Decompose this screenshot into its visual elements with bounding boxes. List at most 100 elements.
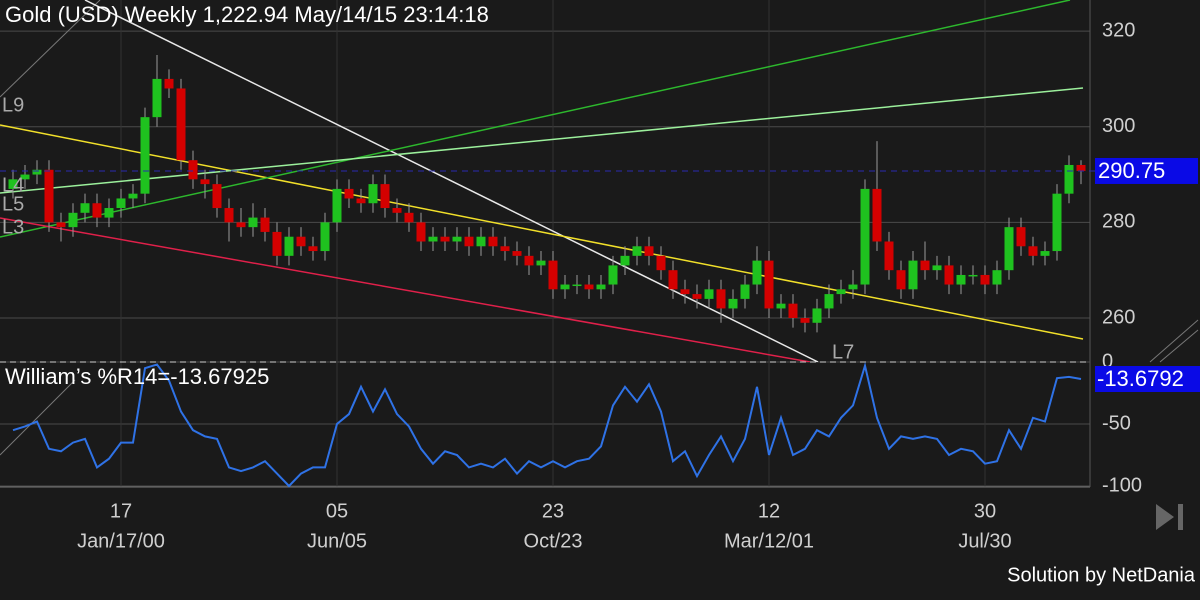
candle-body <box>908 260 918 290</box>
candle-body <box>320 222 330 252</box>
candle-body <box>548 260 558 290</box>
candle-body <box>536 260 546 266</box>
candle-body <box>560 284 570 290</box>
candle-body <box>152 78 162 118</box>
line-label: L5 <box>2 193 24 215</box>
candle-body <box>596 284 606 290</box>
candle-body <box>668 270 678 290</box>
candle-body <box>980 274 990 285</box>
candle-body <box>488 236 498 247</box>
candle-body <box>500 246 510 252</box>
candle-body <box>236 222 246 228</box>
x-tick-label: 17 <box>110 500 132 522</box>
candle-body <box>428 236 438 242</box>
x-tick-sublabel: Mar/12/01 <box>724 530 814 552</box>
candle-body <box>140 117 150 194</box>
indicator-tag <box>1095 366 1200 392</box>
candle-body <box>872 188 882 242</box>
candle-body <box>800 318 810 323</box>
trend-line <box>1149 319 1199 363</box>
trend-line <box>0 0 101 98</box>
candle-body <box>776 303 786 309</box>
trend-line <box>1159 329 1199 363</box>
chart-title: Gold (USD) Weekly 1,222.94 May/14/15 23:… <box>5 2 489 27</box>
y-tick-label: -100 <box>1102 474 1142 496</box>
candle-body <box>572 284 582 287</box>
candle-body <box>1040 251 1050 256</box>
play-button[interactable] <box>1156 504 1183 530</box>
candle-body <box>728 298 738 309</box>
trend-line <box>0 379 76 456</box>
candle-body <box>116 198 126 209</box>
candle-body <box>368 184 378 204</box>
candle-body <box>656 255 666 271</box>
footer: Solution by NetDania <box>1007 564 1196 586</box>
last-price-label: 290.75 <box>1098 158 1165 183</box>
x-tick-label: 23 <box>542 500 564 522</box>
candle-body <box>920 260 930 271</box>
candle-body <box>260 217 270 232</box>
candle-body <box>44 169 54 223</box>
candle-body <box>164 78 174 89</box>
x-tick-label: 12 <box>758 500 780 522</box>
candle-body <box>476 236 486 247</box>
candle-body <box>92 203 102 218</box>
candle-body <box>944 265 954 285</box>
candle-body <box>128 193 138 199</box>
candle-body <box>8 179 18 189</box>
candle-body <box>812 308 822 323</box>
trend-line <box>84 0 819 362</box>
candle-body <box>176 88 186 161</box>
candle-body <box>956 274 966 285</box>
x-tick-sublabel: Oct/23 <box>524 530 583 552</box>
candle-body <box>248 217 258 228</box>
indicator-title: William’s %R14=-13.67925 <box>5 364 269 389</box>
candle-body <box>188 160 198 180</box>
price-panel <box>0 0 1086 362</box>
candle-body <box>284 236 294 256</box>
candle-body <box>32 169 42 175</box>
line-label: L3 <box>2 216 24 238</box>
candle-body <box>512 251 522 256</box>
candle-body <box>440 236 450 242</box>
candle-body <box>464 236 474 247</box>
candle-body <box>404 212 414 223</box>
candle-body <box>296 236 306 247</box>
candle-body <box>704 289 714 299</box>
candle-body <box>1028 246 1038 256</box>
candle-body <box>524 255 534 266</box>
candle-body <box>608 265 618 285</box>
y-tick-label: -50 <box>1102 412 1131 434</box>
x-tick-sublabel: Jan/17/00 <box>77 530 165 552</box>
x-tick-sublabel: Jul/30 <box>958 530 1011 552</box>
trend-line <box>0 0 1071 238</box>
candle-body <box>416 222 426 242</box>
candle-body <box>356 198 366 204</box>
y-tick-label: 320 <box>1102 19 1135 41</box>
y-tick-label: 260 <box>1102 306 1135 328</box>
candle-body <box>644 246 654 256</box>
candle-body <box>344 188 354 199</box>
candle-body <box>272 231 282 256</box>
candle-body <box>932 265 942 271</box>
candle-body <box>332 188 342 223</box>
y-tick-label: 280 <box>1102 211 1135 233</box>
trend-line <box>0 87 1084 194</box>
candle-body <box>20 174 30 180</box>
indicator-line <box>12 361 1082 488</box>
candle-body <box>740 284 750 299</box>
line-label: L4 <box>2 174 24 196</box>
candle-body <box>1064 164 1074 194</box>
candle-body <box>212 184 222 209</box>
candle-body <box>1016 227 1026 247</box>
candle-body <box>392 208 402 213</box>
candle-body <box>620 255 630 266</box>
candle-body <box>788 303 798 319</box>
candle-body <box>896 270 906 290</box>
candle-body <box>692 294 702 299</box>
line-label: L9 <box>2 94 24 116</box>
x-tick-label: 30 <box>974 500 996 522</box>
